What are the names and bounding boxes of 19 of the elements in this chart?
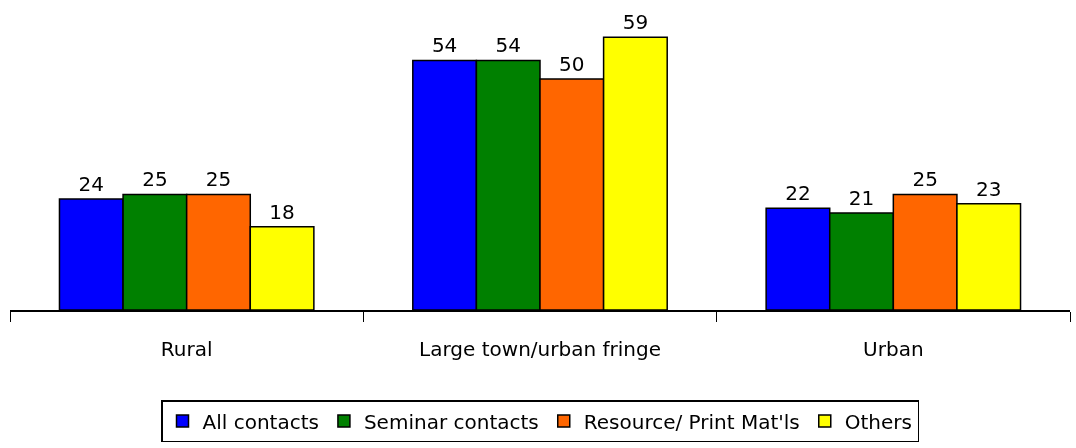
data-label: 59 [622, 10, 649, 35]
legend-label: Resource/ Print Mat'ls [583, 409, 800, 434]
legend-label: All contacts [202, 409, 319, 434]
data-label: 54 [431, 33, 458, 58]
x-tick-label: Urban [863, 336, 924, 361]
data-label: 25 [142, 167, 168, 192]
data-label: 50 [559, 51, 585, 76]
data-label: 54 [495, 33, 521, 58]
data-label: 25 [205, 167, 232, 192]
data-label: 18 [269, 199, 295, 224]
legend-label: Others [844, 409, 912, 434]
x-tick-label: Large town/urban fringe [419, 336, 661, 361]
x-tick-label: Rural [160, 336, 213, 361]
data-label: 25 [912, 167, 938, 192]
data-label: 21 [848, 185, 875, 210]
data-label: 23 [976, 176, 1002, 201]
data-label: 24 [78, 172, 104, 197]
data-label: 22 [785, 181, 811, 206]
legend-label: Seminar contacts [363, 409, 539, 434]
